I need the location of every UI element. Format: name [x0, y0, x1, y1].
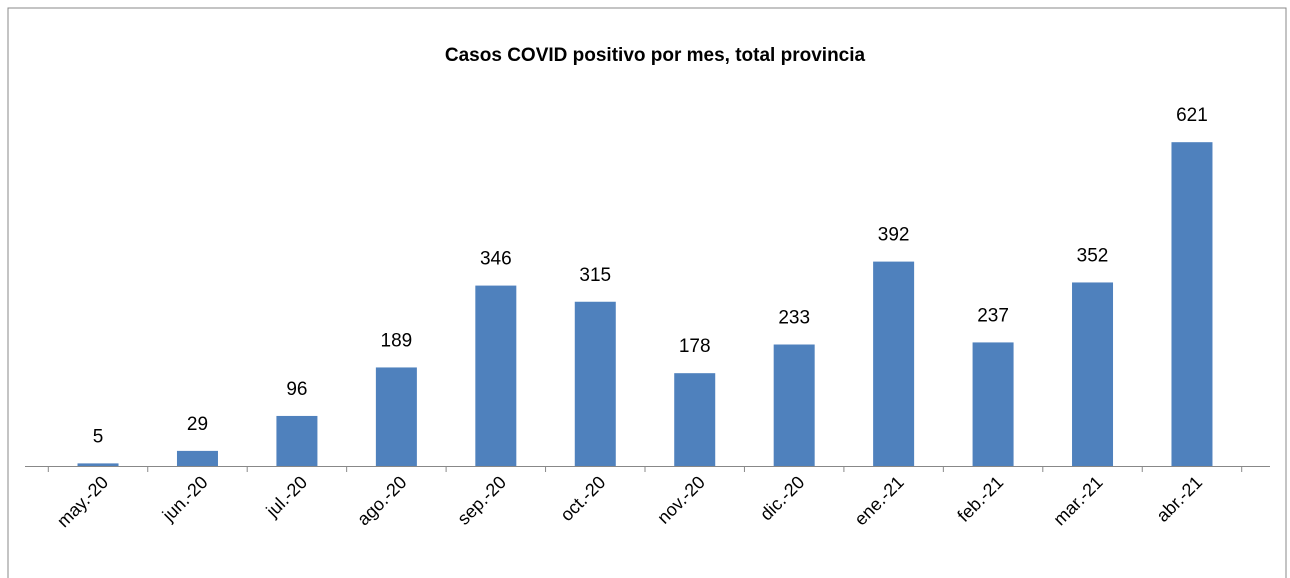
data-label: 315 — [579, 265, 611, 286]
bar — [77, 463, 119, 466]
bar — [972, 342, 1014, 466]
data-label: 237 — [977, 305, 1009, 326]
bar — [1171, 142, 1213, 466]
bar — [276, 415, 318, 466]
bar — [674, 373, 716, 466]
data-label: 621 — [1176, 105, 1208, 126]
data-label: 392 — [878, 225, 910, 246]
bar — [773, 344, 815, 466]
bar — [873, 261, 915, 466]
data-label: 96 — [286, 379, 307, 400]
data-label: 346 — [480, 249, 512, 270]
data-label: 233 — [778, 308, 810, 329]
chart-title: Casos COVID positivo por mes, total prov… — [445, 45, 866, 66]
bar — [1072, 282, 1114, 466]
data-label: 5 — [93, 426, 104, 447]
bar — [375, 367, 417, 466]
data-label: 29 — [187, 414, 208, 435]
data-label: 189 — [381, 330, 413, 351]
bar — [176, 450, 218, 466]
data-label: 178 — [679, 336, 711, 357]
data-label: 352 — [1077, 245, 1109, 266]
bar — [475, 285, 517, 466]
bar — [574, 301, 616, 466]
